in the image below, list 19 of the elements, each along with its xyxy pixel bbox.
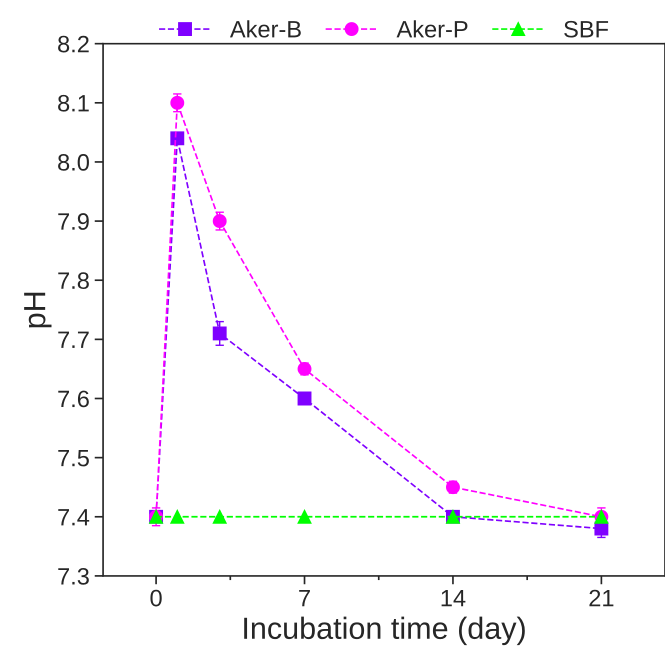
y-tick-label: 7.4 bbox=[58, 509, 90, 526]
y-axis-title: pH bbox=[24, 292, 52, 328]
legend-label: Aker-B bbox=[230, 20, 301, 38]
legend-label: SBF bbox=[564, 20, 608, 38]
y-tick-label: 7.9 bbox=[58, 213, 89, 230]
y-tick-label: 7.7 bbox=[58, 332, 89, 348]
x-tick-label: 21 bbox=[589, 590, 614, 606]
x-tick-label: 7 bbox=[299, 590, 310, 606]
x-tick-label: 14 bbox=[442, 590, 466, 606]
x-tick-label: 0 bbox=[150, 590, 162, 606]
y-tick-label: 8.1 bbox=[58, 94, 89, 112]
y-tick-label: 7.5 bbox=[58, 450, 89, 466]
y-tick-label: 8.0 bbox=[58, 154, 89, 171]
y-tick-label: 8.2 bbox=[58, 36, 89, 52]
legend-label: Aker-P bbox=[396, 20, 468, 38]
y-tick-label: 7.6 bbox=[58, 390, 89, 408]
y-tick-label: 7.3 bbox=[58, 568, 89, 585]
x-axis-title: Incubation time (day) bbox=[244, 616, 525, 646]
y-tick-label: 7.8 bbox=[58, 272, 89, 290]
